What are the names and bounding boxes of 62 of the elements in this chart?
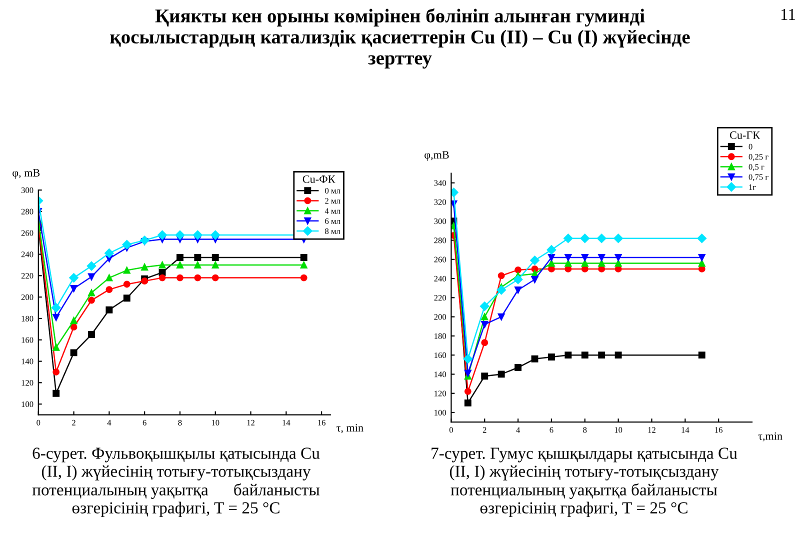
legend-label: 0 <box>748 144 752 150</box>
y-tick-label: 220 <box>434 295 446 301</box>
legend-title: Cu-ФК <box>302 175 336 183</box>
y-tick-label: 200 <box>21 294 34 300</box>
y-tick-label: 280 <box>21 208 34 214</box>
legend-label: 1г <box>749 184 756 190</box>
y-axis-title: φ, mB <box>12 169 40 179</box>
x-tick-label: 12 <box>247 420 254 426</box>
x-tick-label: 6 <box>142 420 146 426</box>
text: 7-сурет. Гумус қышқылдары қатысында Cu (II, I) жүйесінің тотығу-тотықсыздану потенциалының уақытқа байланысты өзгерісінің графигі, T = 25 °C <box>432 448 738 517</box>
y-tick-label: 160 <box>434 352 446 358</box>
x-tick-label: 8 <box>583 427 587 433</box>
x-tick-label: 4 <box>516 427 520 433</box>
y-tick-label: 340 <box>434 180 446 186</box>
x-tick-label: 16 <box>318 420 326 426</box>
y-tick-label: 280 <box>434 238 446 244</box>
x-tick-label: 2 <box>72 420 76 426</box>
y-axis-title: φ,mB <box>424 151 449 161</box>
x-tick-label: 16 <box>715 427 722 433</box>
legend-label: 2 мл <box>325 198 340 204</box>
x-tick-label: 4 <box>107 420 112 426</box>
x-tick-label: 14 <box>682 427 690 433</box>
y-tick-label: 200 <box>434 314 446 320</box>
x-tick-label: 14 <box>282 420 290 426</box>
legend-title: Cu-ГК <box>730 131 760 139</box>
y-tick-label: 120 <box>22 380 34 386</box>
x-tick-label: 10 <box>212 420 220 426</box>
y-tick-label: 180 <box>434 333 446 339</box>
legend-label: 0,5 г <box>748 164 764 171</box>
y-tick-label: 220 <box>21 273 34 279</box>
legend-label: 0,75 г <box>748 174 768 182</box>
x-axis-title: τ,min <box>758 432 782 442</box>
y-tick-label: 300 <box>434 218 446 224</box>
x-tick-label: 2 <box>482 427 486 433</box>
text: 11 <box>781 8 795 20</box>
legend-label: 4 мл <box>324 208 340 214</box>
y-tick-label: 240 <box>434 276 446 282</box>
text: 6-сурет. Фульвоқышқылы қатысында Cu (II, I) жүйесінің тотығу-тотықсыздану потенциалының уақытқа байланысты өзгерісінің графигі, T = 25 °C <box>32 448 320 517</box>
y-tick-label: 260 <box>434 256 446 262</box>
text: Қиякты кен орыны көмірінен бөлініп алынған гуминді қосылыстардың катализдік қасиеттерін Cu (II) – Cu (I) жүйесінде зерттеу <box>110 8 690 69</box>
x-tick-label: 12 <box>648 427 656 433</box>
legend-label: 0,25 г <box>748 154 768 161</box>
x-tick-label: 8 <box>178 420 182 426</box>
x-tick-label: 10 <box>614 427 622 433</box>
y-tick-label: 300 <box>21 187 34 194</box>
y-tick-label: 120 <box>434 390 446 396</box>
x-axis-title: τ, min <box>336 424 364 434</box>
y-tick-label: 320 <box>434 199 446 205</box>
legend-label: 0 мл <box>325 188 340 194</box>
y-tick-label: 140 <box>434 372 446 378</box>
x-tick-label: 0 <box>36 420 40 426</box>
y-tick-label: 260 <box>21 230 34 236</box>
legend-label: 8 мл <box>325 228 340 234</box>
y-tick-label: 180 <box>22 316 34 322</box>
y-tick-label: 100 <box>434 410 446 416</box>
y-tick-label: 140 <box>22 358 34 364</box>
x-tick-label: 0 <box>449 427 453 433</box>
y-tick-label: 100 <box>22 401 34 408</box>
y-tick-label: 160 <box>22 337 34 343</box>
x-tick-label: 6 <box>550 427 554 433</box>
legend-label: 6 мл <box>325 218 340 224</box>
y-tick-label: 240 <box>21 252 34 258</box>
